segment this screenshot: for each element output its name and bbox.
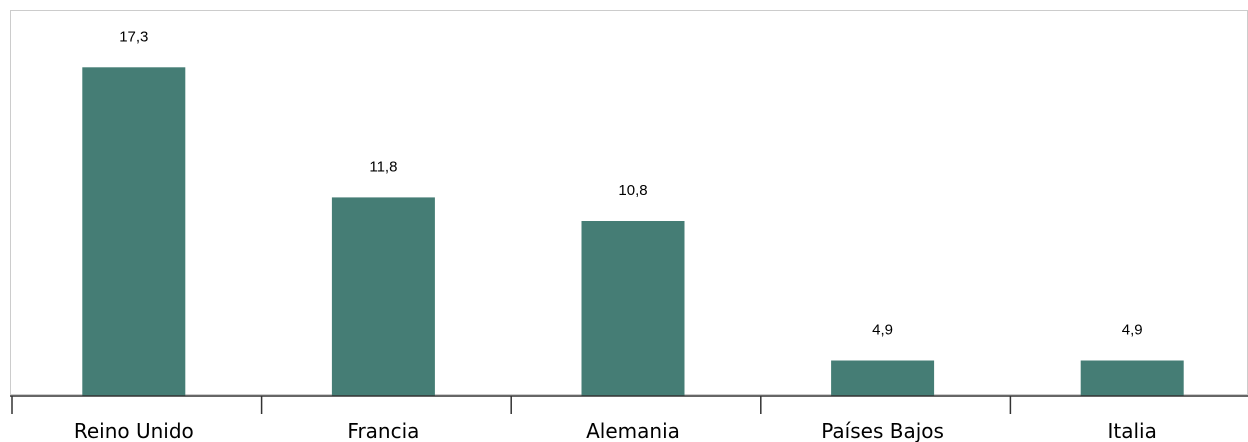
bar-paises-bajos — [831, 360, 935, 396]
value-label-francia: 11,8 — [369, 158, 397, 175]
bar-reino-unido — [82, 67, 186, 397]
value-label-italia: 4,9 — [1122, 322, 1143, 339]
category-label-alemania: Alemania — [586, 419, 680, 442]
value-label-alemania: 10,8 — [618, 182, 647, 199]
bar-italia — [1080, 360, 1184, 396]
category-label-italia: Italia — [1108, 419, 1157, 442]
value-label-reino-unido: 17,3 — [119, 28, 148, 45]
value-label-paises-bajos: 4,9 — [872, 322, 893, 339]
value-labels-layer: 17,3 11,8 10,8 4,9 4,9 — [119, 28, 1142, 338]
category-label-reino-unido: Reino Unido — [74, 419, 194, 442]
bar-francia — [331, 197, 435, 396]
category-label-francia: Francia — [347, 419, 419, 442]
x-axis: Reino Unido Francia Alemania Países Bajos It… — [10, 395, 1248, 442]
category-label-paises-bajos: Países Bajos — [821, 419, 944, 442]
bars-layer — [82, 67, 1184, 397]
bar-alemania — [581, 221, 685, 396]
